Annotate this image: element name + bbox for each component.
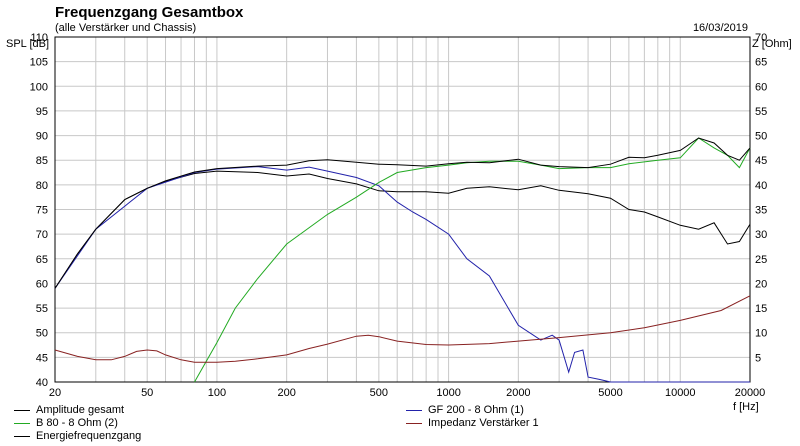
y2-tick-label: 60 <box>755 81 767 93</box>
x-tick-label: 20000 <box>735 387 766 399</box>
y2-axis-label: Z [Ohm] <box>752 38 792 50</box>
plot-frame <box>54 36 751 383</box>
series-line-energiefrequenzgang <box>54 137 751 289</box>
legend-entry-amplitude-gesamt: Amplitude gesamt <box>14 404 124 416</box>
series-line-gf-200-8-ohm-1- <box>54 166 750 383</box>
legend-swatch <box>14 409 30 411</box>
x-tick-label: 5000 <box>598 387 622 399</box>
legend-label: Amplitude gesamt <box>36 404 125 416</box>
y-tick-label: 60 <box>36 278 48 290</box>
y-tick-label: 75 <box>36 205 48 217</box>
legend-label: B 80 - 8 Ohm (2) <box>36 417 118 429</box>
y2-tick-label: 35 <box>755 205 767 217</box>
y-tick-label: 95 <box>36 106 48 118</box>
x-tick-label: 100 <box>208 387 226 399</box>
y2-tick-label: 25 <box>755 254 767 266</box>
x-tick-label: 20 <box>49 387 61 399</box>
series-line-impedanz-verst-rker-1 <box>54 295 751 363</box>
y2-tick-label: 55 <box>755 106 767 118</box>
y-tick-label: 55 <box>36 303 48 315</box>
legend-entry-b80: B 80 - 8 Ohm (2) <box>14 417 118 429</box>
legend-swatch <box>406 422 422 424</box>
y-tick-label: 70 <box>36 229 48 241</box>
x-tick-label: 1000 <box>436 387 460 399</box>
x-tick-label: 10000 <box>665 387 696 399</box>
y-tick-label: 100 <box>30 81 48 93</box>
legend-label: Impedanz Verstärker 1 <box>428 417 539 429</box>
y2-tick-label: 10 <box>755 328 767 340</box>
x-tick-label: 500 <box>370 387 388 399</box>
legend-entry-energiefrequenzgang: Energiefrequenzgang <box>14 430 141 442</box>
y2-tick-label: 30 <box>755 229 767 241</box>
legend-swatch <box>406 409 422 411</box>
y2-tick-label: 5 <box>755 352 761 364</box>
legend-entry-gf200: GF 200 - 8 Ohm (1) <box>406 404 524 416</box>
y-tick-label: 90 <box>36 131 48 143</box>
x-tick-label: 2000 <box>506 387 530 399</box>
chart-date: 16/03/2019 <box>692 22 748 34</box>
series-line-amplitude-gesamt <box>54 170 751 289</box>
legend-label: Energiefrequenzgang <box>36 430 142 442</box>
x-axis-label: f [Hz] <box>733 401 759 413</box>
y-tick-label: 110 <box>30 32 48 44</box>
y2-tick-label: 45 <box>755 155 767 167</box>
y2-tick-label: 20 <box>755 278 767 290</box>
y-tick-label: 50 <box>36 328 48 340</box>
legend-entry-impedanz: Impedanz Verstärker 1 <box>406 417 539 429</box>
y2-tick-label: 65 <box>755 57 767 69</box>
legend-swatch <box>14 435 30 437</box>
x-tick-label: 200 <box>277 387 295 399</box>
y-axis-label: SPL [dB] <box>6 38 50 50</box>
y-tick-label: 65 <box>36 254 48 266</box>
y2-tick-label: 40 <box>755 180 767 192</box>
y2-tick-label: 50 <box>755 131 767 143</box>
y2-tick-label: 70 <box>755 32 767 44</box>
y2-tick-label: 15 <box>755 303 767 315</box>
chart-subtitle: (alle Verstärker und Chassis) <box>55 22 197 34</box>
y-tick-label: 85 <box>36 155 48 167</box>
x-tick-label: 50 <box>141 387 153 399</box>
y-tick-label: 80 <box>36 180 48 192</box>
legend-label: GF 200 - 8 Ohm (1) <box>428 404 524 416</box>
y-tick-label: 105 <box>30 57 48 69</box>
y-tick-label: 45 <box>36 352 48 364</box>
y-tick-label: 40 <box>36 377 48 389</box>
legend-swatch <box>14 422 30 424</box>
chart-title: Frequenzgang Gesamtbox <box>55 4 244 21</box>
